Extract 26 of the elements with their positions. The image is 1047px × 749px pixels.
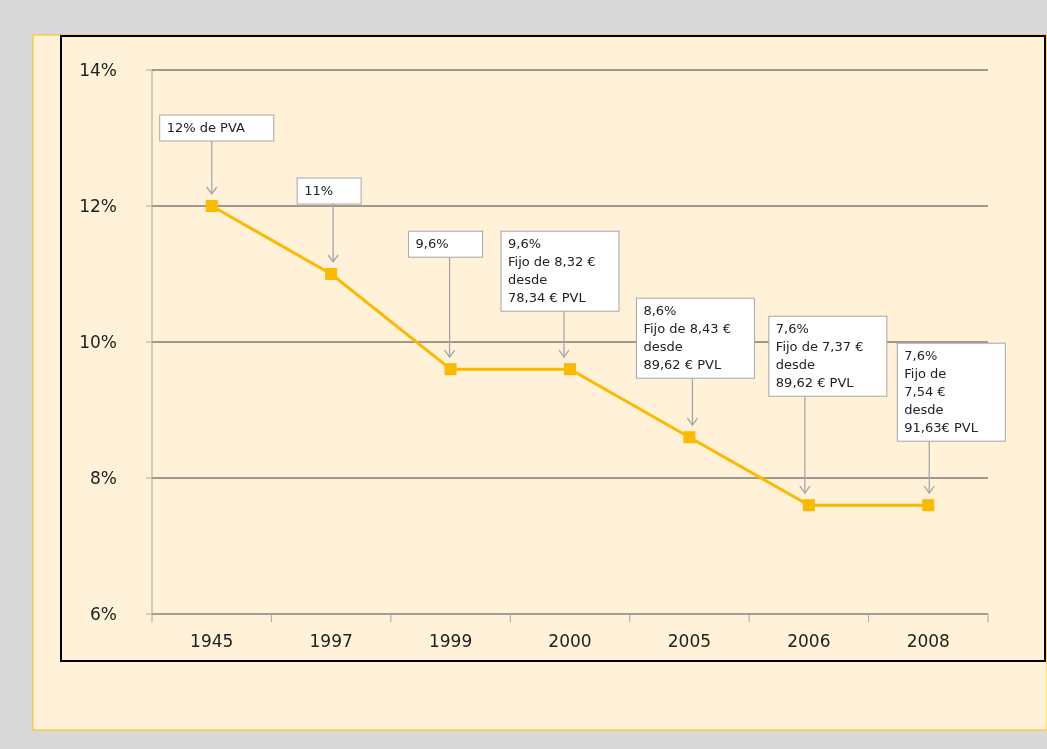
point [683, 431, 696, 444]
annotation: 9,6% Fijo de 8,32 € desde 78,34 € PVL [508, 236, 596, 306]
x-tick-label: 1945 [190, 631, 234, 651]
annotation: 8,6% Fijo de 8,43 € desde 89,62 € PVL [643, 303, 732, 373]
y-tick-label: 6% [90, 603, 117, 624]
x-tick-label: 2000 [548, 631, 592, 651]
point [922, 499, 935, 512]
x-tick-label: 2005 [667, 631, 712, 651]
annotation: 7,6% Fijo de 7,37 € desde 89,62 € PVL [775, 321, 864, 391]
point [802, 499, 815, 512]
annotation: 11% [304, 183, 334, 198]
point [325, 268, 338, 280]
annotation: 7,6% Fijo de 7,54 € desde 91,63€ PVL [904, 348, 979, 436]
y-tick-label: 10% [79, 331, 117, 352]
annotation: 12% de PVA [166, 120, 246, 135]
point [205, 200, 218, 212]
x-tick-label: 1999 [428, 631, 473, 651]
y-tick-label: 8% [90, 467, 117, 488]
point [444, 363, 457, 376]
x-tick-label: 1997 [309, 631, 353, 651]
x-tick-label: 2008 [906, 631, 950, 651]
annotation: 9,6% [415, 236, 449, 252]
point [564, 363, 576, 376]
x-tick-label: 2006 [787, 631, 831, 651]
y-tick-label: 12% [79, 195, 117, 216]
y-tick-label: 14% [79, 59, 117, 80]
